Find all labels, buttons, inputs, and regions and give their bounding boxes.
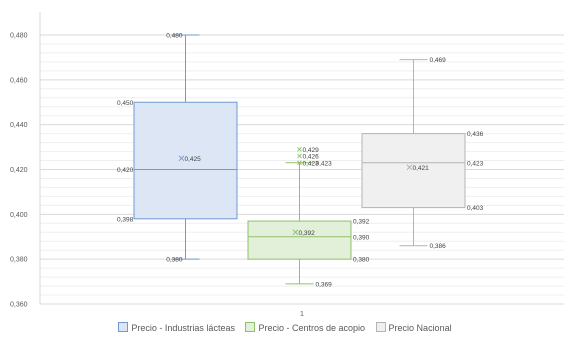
label-median: 0,390	[353, 234, 370, 241]
y-axis: 0,360 0,380 0,400 0,420 0,440 0,460 0,480 1	[10, 12, 304, 318]
label-q3: 0,436	[467, 131, 484, 138]
label-q3: 0,392	[353, 219, 370, 226]
outlier-marker	[297, 153, 302, 159]
box-iqr	[247, 220, 352, 260]
gridlines	[40, 34, 564, 305]
label-min: 0,369	[316, 281, 333, 288]
y-tick-label: 0,400	[10, 212, 28, 219]
label-mean: 0,425	[185, 156, 202, 163]
legend-swatch-industrias	[118, 322, 129, 332]
legend-label-nacional: Precio Nacional	[388, 323, 452, 333]
mean-marker	[292, 229, 299, 236]
label-max: 0,480	[166, 33, 183, 40]
label-mean: 0,421	[413, 165, 430, 172]
legend-label-acopio: Precio - Centros de acopio	[258, 323, 366, 333]
y-tick-label: 0,480	[10, 33, 28, 40]
outlier-marker	[297, 146, 302, 152]
legend-item-industrias[interactable]: Precio - Industrias lácteas	[118, 322, 235, 333]
label-mean: 0,392	[299, 230, 316, 237]
label-median: 0,423	[467, 160, 484, 167]
legend-item-nacional[interactable]: Precio Nacional	[375, 322, 452, 333]
label-max: 0,423	[316, 160, 333, 167]
box-nacional: 0,469 0,436 0,423 0,421 0,403 0,386	[361, 57, 484, 250]
label-max: 0,469	[430, 57, 447, 64]
legend-swatch-acopio	[245, 322, 256, 332]
outlier-label: 0,429	[303, 147, 320, 154]
label-q1: 0,380	[353, 257, 370, 264]
label-min: 0,380	[166, 257, 183, 264]
outlier-label: 0,426	[303, 154, 320, 161]
label-q3: 0,450	[117, 100, 134, 107]
legend-swatch-nacional	[375, 322, 386, 332]
mean-marker	[178, 155, 185, 162]
box-industrias: 0,480 0,450 0,420 0,425 0,398 0,380	[117, 33, 238, 264]
y-tick-label: 0,460	[10, 77, 28, 84]
label-min: 0,386	[430, 243, 447, 250]
label-median: 0,420	[117, 167, 134, 174]
box-series: 0,4800,4500,4200,4250,3980,3800,4290,426…	[117, 33, 484, 289]
mean-marker	[406, 164, 413, 171]
outlier-marker	[297, 160, 302, 166]
legend-label-industrias: Precio - Industrias lácteas	[131, 323, 235, 333]
y-tick-label: 0,360	[10, 302, 28, 309]
box-iqr	[361, 133, 466, 209]
y-tick-label: 0,420	[10, 167, 28, 174]
x-tick-label: 1	[300, 311, 304, 318]
y-tick-label: 0,380	[10, 257, 28, 264]
outlier-label: 0,423	[303, 160, 320, 167]
y-tick-label: 0,440	[10, 122, 28, 129]
legend: Precio - Industrias lácteas Precio - Cen…	[0, 322, 570, 333]
label-q1: 0,398	[117, 216, 134, 223]
box-iqr	[133, 101, 238, 220]
label-q1: 0,403	[467, 205, 484, 212]
legend-item-acopio[interactable]: Precio - Centros de acopio	[245, 322, 365, 333]
